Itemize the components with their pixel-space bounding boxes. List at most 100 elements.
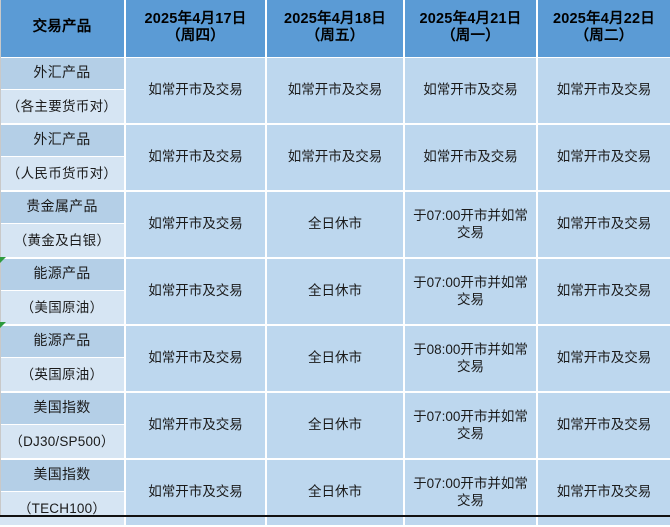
product-detail: （黄金及白银）: [0, 224, 124, 257]
status-text: 如常开市及交易: [423, 82, 518, 98]
sheet-left-rule: [0, 0, 1, 515]
status-cell-day-3: 于07:00开市并如常交易: [404, 190, 538, 259]
product-cell: 能源产品 （英国原油）: [0, 324, 126, 393]
status-cell-day-4: 如常开市及交易: [537, 123, 670, 192]
header-cell-day-4: 2025年4月22日 （周二）: [537, 0, 670, 58]
status-text: 如常开市及交易: [148, 82, 243, 98]
status-cell-day-3: 如常开市及交易: [404, 123, 538, 192]
status-cell-day-4: 如常开市及交易: [537, 257, 670, 326]
table-header: 交易产品 2025年4月17日 （周四） 2025年4月18日 （周五） 202…: [0, 0, 670, 58]
status-cell-day-1: 如常开市及交易: [125, 458, 267, 527]
product-stack: 美国指数 （TECH100）: [0, 459, 124, 525]
status-text: 全日休市: [308, 216, 362, 232]
status-text: 如常开市及交易: [556, 216, 652, 232]
product-stack: 外汇产品 （各主要货币对）: [0, 57, 124, 123]
header-cell-day-3: 2025年4月21日 （周一）: [404, 0, 538, 58]
status-text: 如常开市及交易: [148, 149, 243, 165]
status-text: 如常开市及交易: [148, 417, 243, 433]
status-cell-day-4: 如常开市及交易: [537, 57, 670, 125]
product-cell: 美国指数 （DJ30/SP500）: [0, 391, 126, 460]
status-text: 如常开市及交易: [556, 283, 652, 299]
status-text: 如常开市及交易: [556, 149, 652, 165]
status-cell-day-1: 如常开市及交易: [125, 123, 267, 192]
status-text: 全日休市: [308, 350, 362, 366]
header-day-3-date: 2025年4月21日: [419, 10, 522, 27]
status-cell-day-4: 如常开市及交易: [537, 391, 670, 460]
status-cell-day-3: 于07:00开市并如常交易: [404, 257, 538, 326]
header-day-4-date: 2025年4月22日: [553, 10, 655, 27]
product-name: 外汇产品: [0, 57, 124, 90]
status-text: 如常开市及交易: [287, 149, 383, 165]
header-row: 交易产品 2025年4月17日 （周四） 2025年4月18日 （周五） 202…: [0, 0, 670, 58]
status-text: 全日休市: [308, 484, 362, 500]
table-row: 能源产品 （英国原油） 如常开市及交易 全日休市 于08:00开市并如常交易 如…: [0, 324, 670, 393]
product-cell: 外汇产品 （人民币货币对）: [0, 123, 126, 192]
status-text: 于07:00开市并如常交易: [413, 274, 528, 307]
product-cell: 外汇产品 （各主要货币对）: [0, 57, 126, 125]
product-stack: 美国指数 （DJ30/SP500）: [0, 392, 124, 458]
product-stack: 能源产品 （美国原油）: [0, 258, 124, 324]
product-name: 美国指数: [0, 459, 124, 492]
product-name: 美国指数: [0, 392, 124, 425]
status-text: 如常开市及交易: [556, 417, 652, 433]
status-text: 于07:00开市并如常交易: [413, 408, 528, 441]
status-cell-day-1: 如常开市及交易: [125, 391, 267, 460]
header-day-1-weekday: （周四）: [166, 28, 225, 45]
product-cell: 能源产品 （美国原油）: [0, 257, 126, 326]
product-detail: （人民币货币对）: [0, 157, 124, 190]
status-text: 如常开市及交易: [423, 149, 518, 165]
table-row: 外汇产品 （各主要货币对） 如常开市及交易 如常开市及交易 如常开市及交易 如常…: [0, 57, 670, 125]
status-text: 全日休市: [308, 417, 362, 433]
status-text: 如常开市及交易: [148, 283, 243, 299]
status-text: 如常开市及交易: [556, 484, 652, 500]
header-cell-day-2: 2025年4月18日 （周五）: [266, 0, 405, 58]
table-row: 美国指数 （TECH100） 如常开市及交易 全日休市 于07:00开市并如常交…: [0, 458, 670, 527]
product-name: 能源产品: [0, 325, 124, 358]
product-name: 外汇产品: [0, 124, 124, 157]
product-name: 能源产品: [0, 258, 124, 291]
table-row: 能源产品 （美国原油） 如常开市及交易 全日休市 于07:00开市并如常交易 如…: [0, 257, 670, 326]
status-text: 于07:00开市并如常交易: [413, 207, 528, 240]
product-detail: （英国原油）: [0, 358, 124, 391]
status-text: 如常开市及交易: [556, 350, 652, 366]
table-row: 贵金属产品 （黄金及白银） 如常开市及交易 全日休市 于07:00开市并如常交易…: [0, 190, 670, 259]
status-cell-day-2: 如常开市及交易: [266, 57, 405, 125]
status-cell-day-2: 全日休市: [266, 324, 405, 393]
product-detail: （美国原油）: [0, 291, 124, 324]
status-cell-day-1: 如常开市及交易: [125, 324, 267, 393]
table-body: 外汇产品 （各主要货币对） 如常开市及交易 如常开市及交易 如常开市及交易 如常…: [0, 57, 670, 527]
status-text: 于08:00开市并如常交易: [413, 341, 528, 374]
header-product-label: 交易产品: [32, 19, 92, 36]
product-detail: （各主要货币对）: [0, 90, 124, 123]
status-text: 如常开市及交易: [556, 82, 652, 98]
header-day-1-date: 2025年4月17日: [144, 10, 247, 27]
product-name: 贵金属产品: [0, 191, 124, 224]
header-day-3-weekday: （周一）: [441, 28, 500, 45]
status-text: 如常开市及交易: [148, 216, 243, 232]
status-cell-day-2: 全日休市: [266, 190, 405, 259]
status-cell-day-4: 如常开市及交易: [537, 190, 670, 259]
status-cell-day-3: 于08:00开市并如常交易: [404, 324, 538, 393]
status-text: 全日休市: [308, 283, 362, 299]
sheet-bottom-rule: [0, 515, 670, 517]
status-cell-day-2: 如常开市及交易: [266, 123, 405, 192]
status-cell-day-1: 如常开市及交易: [125, 57, 267, 125]
product-stack: 外汇产品 （人民币货币对）: [0, 124, 124, 190]
table-row: 美国指数 （DJ30/SP500） 如常开市及交易 全日休市 于07:00开市并…: [0, 391, 670, 460]
status-cell-day-3: 如常开市及交易: [404, 57, 538, 125]
status-cell-day-2: 全日休市: [266, 391, 405, 460]
header-day-2-weekday: （周五）: [305, 28, 365, 45]
product-cell: 美国指数 （TECH100）: [0, 458, 126, 527]
product-detail: （TECH100）: [0, 492, 124, 525]
header-cell-day-1: 2025年4月17日 （周四）: [125, 0, 267, 58]
product-stack: 能源产品 （英国原油）: [0, 325, 124, 391]
header-cell-product: 交易产品: [0, 0, 126, 58]
product-cell: 贵金属产品 （黄金及白银）: [0, 190, 126, 259]
table-row: 外汇产品 （人民币货币对） 如常开市及交易 如常开市及交易 如常开市及交易 如常…: [0, 123, 670, 192]
status-text: 如常开市及交易: [287, 82, 383, 98]
product-detail: （DJ30/SP500）: [0, 425, 124, 458]
status-cell-day-3: 于07:00开市并如常交易: [404, 391, 538, 460]
product-stack: 贵金属产品 （黄金及白银）: [0, 191, 124, 257]
